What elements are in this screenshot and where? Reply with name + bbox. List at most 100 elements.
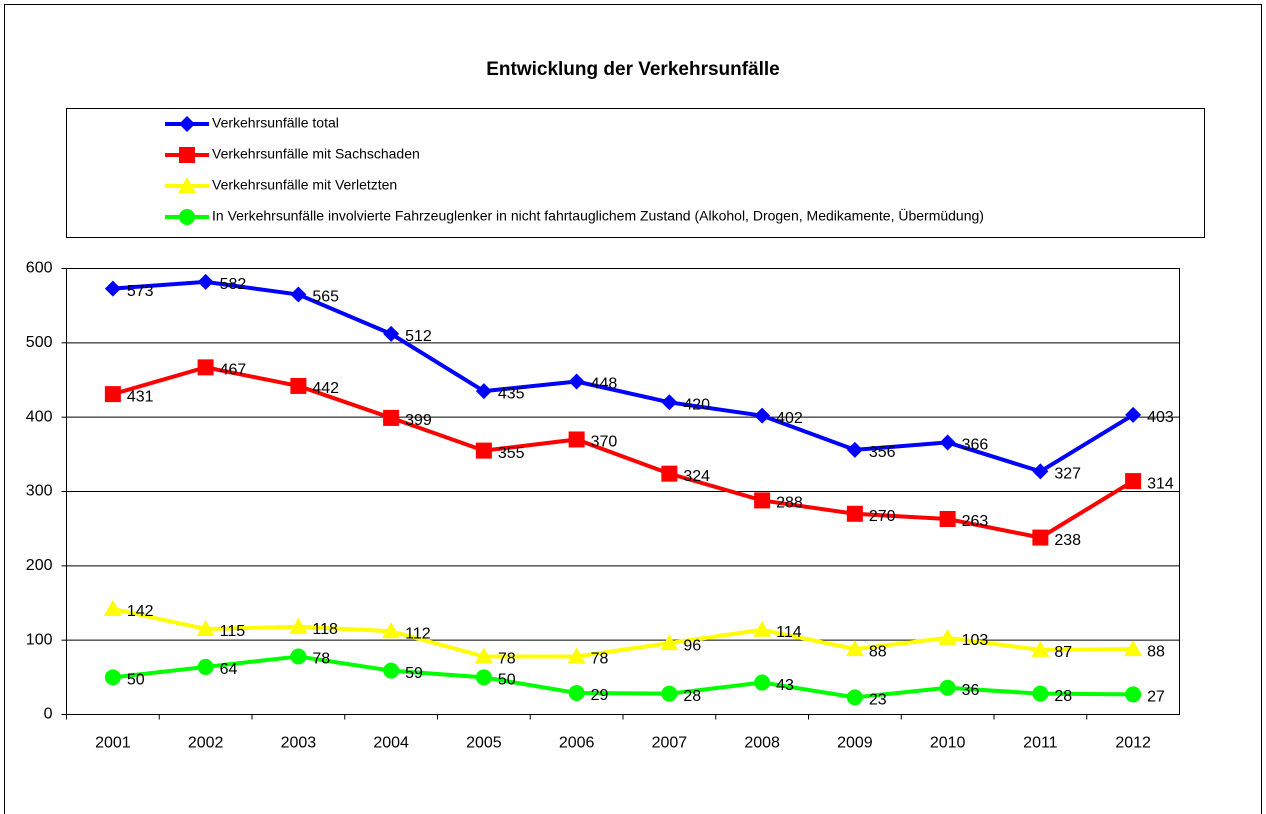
- y-tick-label: 500: [26, 334, 53, 351]
- legend-marker: [179, 116, 195, 132]
- x-tick-label: 2007: [652, 735, 688, 752]
- data-label: 28: [683, 688, 701, 705]
- x-tick-label: 2006: [559, 735, 595, 752]
- data-label: 28: [1054, 688, 1072, 705]
- marker: [938, 628, 957, 645]
- data-label: 402: [776, 410, 803, 427]
- x-tick-label: 2003: [281, 735, 317, 752]
- marker: [475, 669, 492, 686]
- marker: [1032, 685, 1049, 702]
- marker: [104, 669, 121, 686]
- marker: [845, 640, 864, 657]
- marker: [753, 620, 772, 637]
- x-tick-label: 2004: [373, 735, 409, 752]
- data-label: 96: [683, 637, 701, 654]
- data-label: 78: [312, 651, 330, 668]
- data-label: 442: [312, 380, 339, 397]
- x-tick-label: 2012: [1115, 735, 1151, 752]
- data-label: 36: [962, 682, 980, 699]
- data-label: 142: [127, 603, 154, 620]
- marker: [754, 492, 771, 509]
- marker: [754, 407, 771, 424]
- marker: [568, 373, 585, 390]
- data-label: 314: [1147, 475, 1174, 492]
- marker: [383, 409, 400, 426]
- marker: [197, 273, 214, 290]
- marker: [568, 431, 585, 448]
- marker: [1125, 473, 1142, 490]
- data-label: 78: [591, 651, 609, 668]
- legend-label: Verkehrsunfälle total: [212, 115, 339, 131]
- data-label: 50: [127, 672, 145, 689]
- data-label: 64: [220, 661, 238, 678]
- legend-label: Verkehrsunfälle mit Verletzten: [212, 177, 397, 193]
- data-label: 103: [962, 632, 989, 649]
- legend-marker: [179, 147, 195, 163]
- marker: [474, 647, 493, 664]
- marker: [939, 511, 956, 528]
- data-label: 118: [312, 621, 338, 638]
- marker: [382, 622, 401, 639]
- y-tick-label: 0: [44, 706, 53, 723]
- marker: [1125, 406, 1142, 423]
- marker: [568, 684, 585, 701]
- data-label: 467: [220, 362, 247, 379]
- marker: [290, 648, 307, 665]
- data-label: 27: [1147, 689, 1165, 706]
- data-label: 370: [591, 434, 618, 451]
- marker: [103, 599, 122, 616]
- x-tick-label: 2009: [837, 735, 873, 752]
- data-label: 565: [312, 289, 339, 306]
- x-tick-label: 2001: [95, 735, 131, 752]
- legend-marker: [179, 209, 195, 225]
- x-tick-label: 2005: [466, 735, 502, 752]
- marker: [846, 505, 863, 522]
- marker: [939, 679, 956, 696]
- data-label: 366: [962, 437, 989, 454]
- marker: [290, 286, 307, 303]
- data-label: 88: [1147, 643, 1165, 660]
- data-label: 112: [405, 625, 431, 642]
- data-label: 448: [591, 376, 618, 393]
- data-label: 87: [1054, 644, 1072, 661]
- marker: [1032, 529, 1049, 546]
- marker: [104, 386, 121, 403]
- marker: [661, 465, 678, 482]
- data-label: 270: [869, 508, 896, 525]
- data-label: 355: [498, 445, 525, 462]
- x-tick-label: 2011: [1023, 735, 1058, 752]
- marker: [475, 442, 492, 459]
- legend-box: [66, 108, 1205, 238]
- data-label: 114: [776, 624, 802, 641]
- marker: [197, 359, 214, 376]
- data-label: 431: [127, 388, 154, 405]
- marker: [1125, 686, 1142, 703]
- marker: [475, 383, 492, 400]
- data-label: 115: [220, 623, 246, 640]
- y-tick-label: 300: [26, 483, 53, 500]
- data-label: 59: [405, 665, 423, 682]
- legend-label: Verkehrsunfälle mit Sachschaden: [212, 146, 420, 162]
- data-label: 23: [869, 692, 887, 709]
- data-label: 512: [405, 328, 432, 345]
- marker: [567, 647, 586, 664]
- data-label: 29: [591, 687, 609, 704]
- marker: [104, 280, 121, 297]
- data-label: 88: [869, 643, 887, 660]
- data-label: 43: [776, 677, 794, 694]
- marker: [754, 674, 771, 691]
- marker: [1031, 640, 1050, 657]
- series-line: [112, 279, 1135, 474]
- data-label: 420: [683, 397, 710, 414]
- series-line: [112, 606, 1134, 659]
- marker: [289, 617, 308, 634]
- marker: [1124, 640, 1143, 657]
- marker: [383, 662, 400, 679]
- series-line: [112, 365, 1135, 540]
- data-label: 435: [498, 385, 525, 402]
- data-label: 403: [1147, 409, 1174, 426]
- data-label: 288: [776, 495, 803, 512]
- marker: [661, 394, 678, 411]
